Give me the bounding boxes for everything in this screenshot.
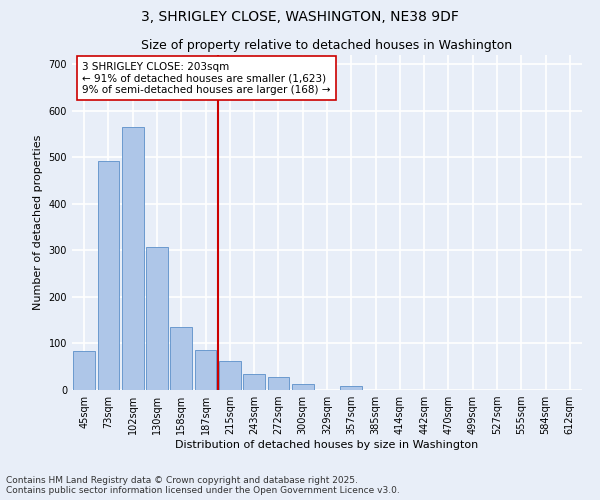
Text: Contains HM Land Registry data © Crown copyright and database right 2025.
Contai: Contains HM Land Registry data © Crown c… xyxy=(6,476,400,495)
Bar xyxy=(268,377,289,390)
Bar xyxy=(122,127,143,390)
Bar xyxy=(340,386,362,390)
Bar xyxy=(194,350,217,390)
Bar xyxy=(292,384,314,390)
Bar xyxy=(243,374,265,390)
Title: Size of property relative to detached houses in Washington: Size of property relative to detached ho… xyxy=(142,40,512,52)
X-axis label: Distribution of detached houses by size in Washington: Distribution of detached houses by size … xyxy=(175,440,479,450)
Bar xyxy=(146,246,168,390)
Bar xyxy=(73,352,95,390)
Bar xyxy=(170,327,192,390)
Bar xyxy=(97,160,119,390)
Text: 3, SHRIGLEY CLOSE, WASHINGTON, NE38 9DF: 3, SHRIGLEY CLOSE, WASHINGTON, NE38 9DF xyxy=(141,10,459,24)
Text: 3 SHRIGLEY CLOSE: 203sqm
← 91% of detached houses are smaller (1,623)
9% of semi: 3 SHRIGLEY CLOSE: 203sqm ← 91% of detach… xyxy=(82,62,331,95)
Y-axis label: Number of detached properties: Number of detached properties xyxy=(33,135,43,310)
Bar xyxy=(219,360,241,390)
